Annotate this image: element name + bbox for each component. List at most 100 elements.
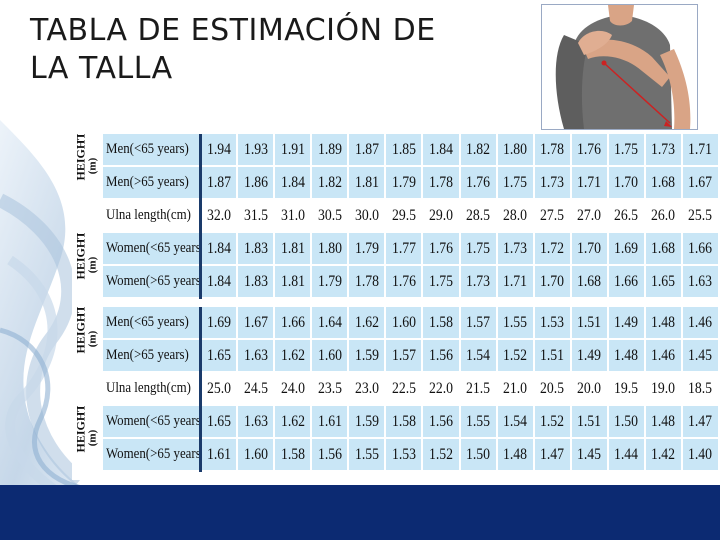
table-cell: 1.48 xyxy=(607,339,646,373)
table-cell: 1.63 xyxy=(237,405,276,439)
height-row: Men(>65 years) 1.65 1.63 1.62 1.60 1.59 1.57 1.… xyxy=(72,339,720,373)
table-cell: 1.93 xyxy=(237,134,276,167)
table-cell: 1.62 xyxy=(274,405,313,439)
table-cell: 1.70 xyxy=(570,232,609,266)
table-cell: 1.52 xyxy=(533,405,572,439)
table-cell: 1.81 xyxy=(348,166,387,200)
table-cell: 19.5 xyxy=(607,372,646,406)
row-label: Men(>65 years) xyxy=(102,339,202,373)
table-cell: 1.50 xyxy=(459,438,498,472)
height-row: Women(>65 years) 1.84 1.83 1.81 1.79 1.78 1.76… xyxy=(72,265,720,299)
height-axis-label: HEIGHT (m) xyxy=(72,134,104,200)
table-cell: 1.79 xyxy=(385,166,424,200)
row-label: Ulna length(cm) xyxy=(102,199,202,233)
table-cell: 1.60 xyxy=(311,339,350,373)
table-cell: 1.60 xyxy=(237,438,276,472)
height-axis-label: HEIGHT (m) xyxy=(72,405,104,472)
table-cell: 1.55 xyxy=(459,405,498,439)
table-cell: 1.94 xyxy=(200,134,239,167)
table-cell: 1.78 xyxy=(533,134,572,167)
row-label: Women(<65 years) xyxy=(102,405,202,439)
table-cell: 1.62 xyxy=(274,339,313,373)
table-cell: 27.0 xyxy=(570,199,609,233)
table-cell: 1.83 xyxy=(237,232,276,266)
table-cell: 1.58 xyxy=(422,307,461,340)
table-cell: 1.80 xyxy=(311,232,350,266)
table-cell: 21.0 xyxy=(496,372,535,406)
row-label-text: Women(>65 years) xyxy=(106,273,201,289)
row-label-text: Ulna length(cm) xyxy=(106,207,191,223)
slide-title-line2: LA TALLA xyxy=(30,51,173,86)
height-row: HEIGHT (m) Men(<65 years) 1.94 1.93 1.91 1.89 1… xyxy=(72,134,720,200)
table-cell: 1.51 xyxy=(533,339,572,373)
table-cell: 1.48 xyxy=(496,438,535,472)
table-cell: 1.44 xyxy=(607,438,646,472)
height-row: HEIGHT (m) Women(<65 years) 1.65 1.63 1.62 1.6… xyxy=(72,405,720,472)
table-cell: 1.62 xyxy=(348,307,387,340)
table-cell: 1.40 xyxy=(681,438,720,472)
table-cell: 28.0 xyxy=(496,199,535,233)
table-cell: 22.5 xyxy=(385,372,424,406)
table-cell: 24.0 xyxy=(274,372,313,406)
ulna-height-table-container: HEIGHT (m) Men(<65 years) 1.94 1.93 1.91 1.89 1… xyxy=(72,134,720,480)
row-label-text: Women(<65 years) xyxy=(106,240,201,256)
table-cell: 1.58 xyxy=(274,438,313,472)
table-cell: 1.73 xyxy=(644,134,683,167)
table-cell: 1.76 xyxy=(422,232,461,266)
table-cell: 1.80 xyxy=(496,134,535,167)
ulna-length-row: Ulna length(cm) 32.0 31.5 31.0 30.5 30.0 29.5 2… xyxy=(72,199,720,233)
table-cell: 1.76 xyxy=(385,265,424,299)
table-cell: 26.0 xyxy=(644,199,683,233)
table-cell: 1.69 xyxy=(607,232,646,266)
table-cell: 1.75 xyxy=(459,232,498,266)
table-cell: 1.46 xyxy=(644,339,683,373)
table-cell: 1.73 xyxy=(459,265,498,299)
table-cell: 1.63 xyxy=(237,339,276,373)
table-cell: 23.5 xyxy=(311,372,350,406)
table-cell: 22.0 xyxy=(422,372,461,406)
table-cell: 1.73 xyxy=(533,166,572,200)
table-cell: 1.47 xyxy=(681,405,720,439)
table-cell: 1.48 xyxy=(644,405,683,439)
row-label-text: Women(>65 years) xyxy=(106,446,201,462)
table-cell: 1.49 xyxy=(570,339,609,373)
table-cell: 29.0 xyxy=(422,199,461,233)
table-cell: 1.71 xyxy=(496,265,535,299)
table-cell: 1.66 xyxy=(274,307,313,340)
height-axis-label: HEIGHT (m) xyxy=(72,232,104,299)
table-cell: 1.84 xyxy=(274,166,313,200)
table-cell: 1.82 xyxy=(311,166,350,200)
table-cell: 19.0 xyxy=(644,372,683,406)
row-label-text: Ulna length(cm) xyxy=(106,380,191,396)
slide-title: TABLA DE ESTIMACIÓN DE LA TALLA xyxy=(30,12,530,88)
table-cell: 1.81 xyxy=(274,232,313,266)
table-cell: 1.70 xyxy=(533,265,572,299)
table-cell: 24.5 xyxy=(237,372,276,406)
table-cell: 1.86 xyxy=(237,166,276,200)
table-cell: 1.76 xyxy=(570,134,609,167)
table-cell: 27.5 xyxy=(533,199,572,233)
height-row: HEIGHT (m) Women(<65 years) 1.84 1.83 1.81 1.8… xyxy=(72,232,720,299)
table-cell: 1.65 xyxy=(644,265,683,299)
table-cell: 1.72 xyxy=(533,232,572,266)
table-cell: 1.78 xyxy=(348,265,387,299)
table-cell: 1.58 xyxy=(385,405,424,439)
height-axis-text: HEIGHT xyxy=(73,307,88,354)
table-cell: 1.65 xyxy=(200,405,239,439)
table-cell: 30.5 xyxy=(311,199,350,233)
ulna-measurement-icon xyxy=(542,5,697,129)
table-cell: 1.45 xyxy=(570,438,609,472)
table-cell: 1.73 xyxy=(496,232,535,266)
table-cell: 1.81 xyxy=(274,265,313,299)
table-cell: 20.5 xyxy=(533,372,572,406)
table-cell: 25.5 xyxy=(681,199,720,233)
table-cell: 1.53 xyxy=(385,438,424,472)
table-cell: 1.55 xyxy=(348,438,387,472)
height-axis-unit: (m) xyxy=(86,429,99,447)
axis-spacer xyxy=(72,372,104,406)
table-cell: 29.5 xyxy=(385,199,424,233)
table-cell: 1.52 xyxy=(422,438,461,472)
table-cell: 1.48 xyxy=(644,307,683,340)
table-cell: 21.5 xyxy=(459,372,498,406)
table-cell: 1.68 xyxy=(570,265,609,299)
